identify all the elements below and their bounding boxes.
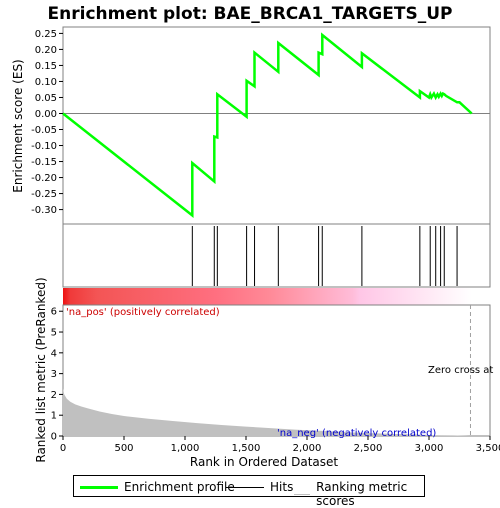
legend: Enrichment profile Hits Ranking metric s… <box>73 475 425 508</box>
es-y-tick-label: 0.20 <box>35 45 57 56</box>
es-y-tick-label: -0.05 <box>31 125 57 136</box>
metric-y-tick-label: 5 <box>51 328 57 339</box>
es-y-axis-label: Enrichment score (ES) <box>11 59 25 192</box>
hits-panel-frame <box>62 223 491 288</box>
pos-annotation: 'na_pos' (positively correlated) <box>66 307 220 318</box>
metric-y-tick-label: 0 <box>51 432 57 443</box>
neg-annotation: 'na_neg' (negatively correlated) <box>277 428 436 439</box>
hits-group <box>191 226 458 286</box>
x-tick-label: 1,000 <box>171 443 200 454</box>
es-y-tick-label: -0.30 <box>31 205 57 216</box>
x-tick-label: 2,000 <box>293 443 322 454</box>
metric-x-ticks: 0 500 1,000 1,500 2,000 2,500 3,000 3,500 <box>60 436 500 454</box>
metric-y-tick-label: 2 <box>51 390 57 401</box>
x-tick-label: 1,500 <box>232 443 261 454</box>
es-y-tick-label: 0.25 <box>35 29 57 40</box>
metric-y-axis-label: Ranked list metric (PreRanked) <box>34 277 48 462</box>
x-tick-label: 2,500 <box>354 443 383 454</box>
metric-panel-frame <box>62 304 491 437</box>
metric-y-tick-label: 1 <box>51 411 57 422</box>
es-panel: 0.25 0.20 0.15 0.10 0.05 0.00 -0.05 -0.10 -0.15 -… <box>11 26 491 225</box>
rank-color-bar <box>63 288 490 305</box>
es-y-tick-label: 0.10 <box>35 77 57 88</box>
metric-y-tick-label: 3 <box>51 369 57 380</box>
legend-label-metric: Ranking metric scores <box>316 480 408 508</box>
metric-y-tick-label: 6 <box>51 307 57 318</box>
legend-swatch-enrichment <box>80 485 118 489</box>
legend-item-metric: Ranking metric scores <box>294 480 424 508</box>
x-tick-label: 3,000 <box>415 443 444 454</box>
legend-item-hits: Hits <box>226 480 293 494</box>
legend-item-enrichment: Enrichment profile <box>80 480 235 494</box>
es-y-ticks: 0.25 0.20 0.15 0.10 0.05 0.00 -0.05 -0.10 -0.15 -… <box>31 29 63 216</box>
es-panel-frame <box>62 26 491 225</box>
es-y-tick-label: 0.15 <box>35 61 57 72</box>
legend-label-enrichment: Enrichment profile <box>124 480 235 494</box>
ranking-metric-area <box>63 388 471 436</box>
metric-y-tick-label: 4 <box>51 348 57 359</box>
x-tick-label: 3,500 <box>476 443 500 454</box>
es-y-tick-label: 0.05 <box>35 93 57 104</box>
chart-title: Enrichment plot: BAE_BRCA1_TARGETS_UP <box>48 4 453 24</box>
es-y-tick-label: 0.00 <box>35 109 57 120</box>
metric-panel: 0 1 2 3 4 5 6 0 500 1,000 1,500 2,000 2,500 3,000 3,5… <box>34 277 500 469</box>
zero-cross-annotation: Zero cross at <box>428 365 493 376</box>
legend-swatch-metric <box>294 493 311 495</box>
x-tick-label: 0 <box>60 443 66 454</box>
es-y-tick-label: -0.20 <box>31 173 57 184</box>
x-tick-label: 500 <box>114 443 133 454</box>
legend-swatch-hits <box>226 486 264 488</box>
legend-label-hits: Hits <box>270 480 294 494</box>
hits-panel <box>62 223 491 288</box>
metric-y-ticks: 0 1 2 3 4 5 6 <box>51 307 63 443</box>
enrichment-profile-line <box>62 32 473 218</box>
x-axis-label: Rank in Ordered Dataset <box>190 455 338 469</box>
es-y-tick-label: -0.25 <box>31 189 57 200</box>
es-y-tick-label: -0.10 <box>31 141 57 152</box>
es-y-tick-label: -0.15 <box>31 157 57 168</box>
